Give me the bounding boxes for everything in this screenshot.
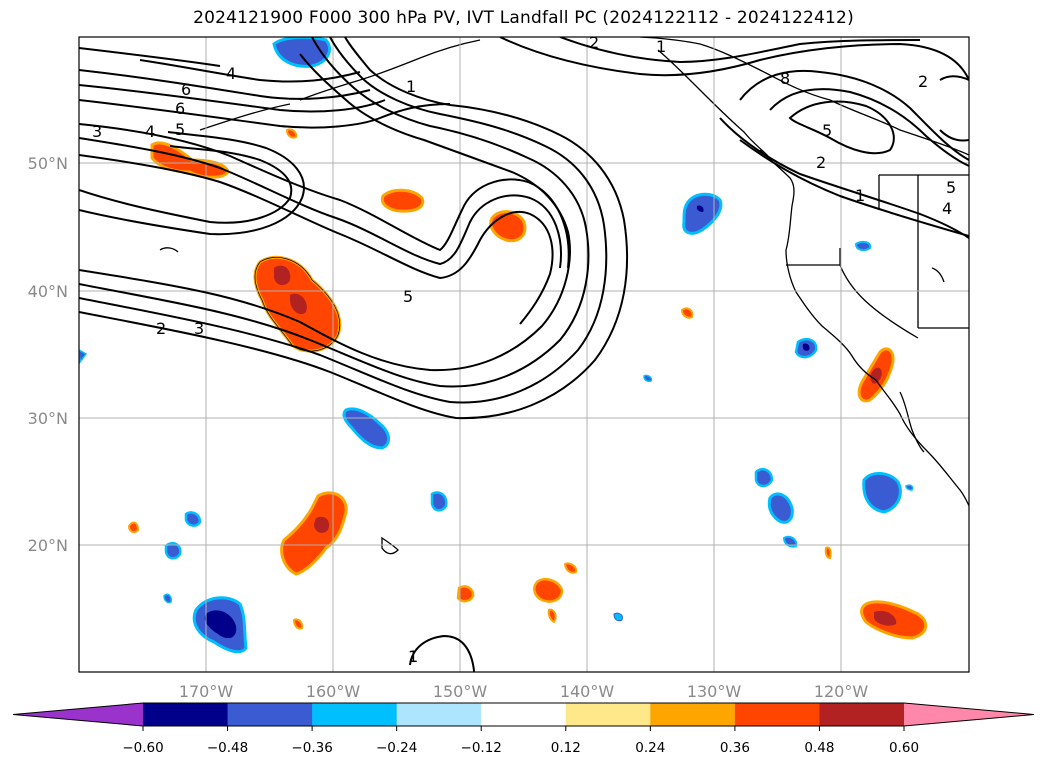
contour-label: 1 (408, 647, 418, 666)
colorbar-bin (565, 703, 651, 726)
contour-label: 5 (403, 287, 413, 306)
lat-label: 50°N (28, 154, 68, 173)
colorbar-bin (396, 703, 482, 726)
colorbar-bin (734, 703, 820, 726)
contour-label: 4 (226, 64, 236, 83)
colorbar-bin (312, 703, 398, 726)
negative-anomaly-blob (862, 472, 902, 514)
contour-label: 6 (175, 99, 185, 118)
contour-label: 2 (156, 319, 166, 338)
contour-label: 3 (194, 319, 204, 338)
positive-anomaly-blob (127, 128, 832, 630)
colorbar-under-extension (13, 703, 143, 726)
lon-label: 130°W (687, 682, 742, 701)
contour-label: 3 (92, 122, 102, 141)
colorbar-bin (650, 703, 736, 726)
longitude-labels: 170°W 160°W 150°W 140°W 130°W 120°W (179, 682, 869, 701)
colorbar-tick-label: 0.36 (720, 740, 750, 756)
contour-label: 1 (855, 186, 865, 205)
colorbar-tick-label: −0.24 (376, 740, 417, 756)
negative-anomaly-blob (682, 192, 723, 235)
colorbar-bin (819, 703, 905, 726)
colorbar-tick-label: −0.48 (207, 740, 248, 756)
lon-label: 140°W (560, 682, 615, 701)
colorbar: −0.60 −0.48 −0.36 −0.24 −0.12 0.12 0.24 0.36 0.4… (12, 702, 1035, 756)
contour-label: 8 (780, 69, 790, 88)
positive-anomaly-blob (533, 578, 564, 603)
lon-label: 120°W (814, 682, 869, 701)
contour-label: 2 (918, 72, 928, 91)
contour-label: 4 (942, 199, 952, 218)
colorbar-tick-label: −0.60 (122, 740, 163, 756)
map-title: 2024121900 F000 300 hPa PV, IVT Landfall… (193, 8, 854, 28)
colorbar-tick-label: 0.12 (551, 740, 581, 756)
colorbar-tick-label: 0.24 (635, 740, 665, 756)
coastlines (159, 37, 969, 555)
contour-label: 1 (656, 37, 666, 56)
colorbar-bin (143, 703, 229, 726)
gridlines (79, 37, 969, 672)
colorbar-bin (481, 703, 567, 726)
negative-anomaly-blob (342, 407, 390, 450)
colorbar-tick-label: 0.60 (889, 740, 919, 756)
latitude-labels: 50°N 40°N 30°N 20°N (28, 154, 68, 555)
lon-label: 150°W (433, 682, 488, 701)
colorbar-bin (227, 703, 313, 726)
contour-label: 5 (822, 121, 832, 140)
colorbar-tick-label: 0.48 (804, 740, 834, 756)
contour-label: 6 (181, 80, 191, 99)
negative-anomaly-blob (192, 596, 248, 654)
positive-anomaly-blob (860, 600, 928, 640)
contour-label: 1 (406, 77, 416, 96)
lat-label: 30°N (28, 409, 68, 428)
map-frame (78, 36, 970, 673)
lon-label: 160°W (306, 682, 361, 701)
lon-label: 170°W (179, 682, 234, 701)
contour-label: 5 (175, 120, 185, 139)
contour-label: 2 (816, 153, 826, 172)
positive-anomaly-blob (380, 188, 425, 213)
positive-anomaly-blob (253, 255, 342, 353)
positive-anomaly-blob (280, 491, 348, 576)
lat-label: 40°N (28, 282, 68, 301)
contour-label: 2 (589, 33, 599, 52)
contour-label: 4 (145, 122, 155, 141)
contour-labels: 4 6 6 3 4 5 5 2 3 1 2 1 2 8 5 2 1 5 4 1 (92, 33, 956, 666)
positive-anomaly-blob (857, 347, 895, 403)
positive-anomaly-blob (489, 210, 527, 243)
colorbar-tick-label: −0.12 (461, 740, 502, 756)
colorbar-tick-label: −0.36 (291, 740, 332, 756)
negative-anomaly-blob (79, 240, 914, 622)
contour-label: 5 (946, 178, 956, 197)
pv-contours (79, 37, 969, 672)
lat-label: 20°N (28, 536, 68, 555)
colorbar-over-extension (904, 703, 1034, 726)
